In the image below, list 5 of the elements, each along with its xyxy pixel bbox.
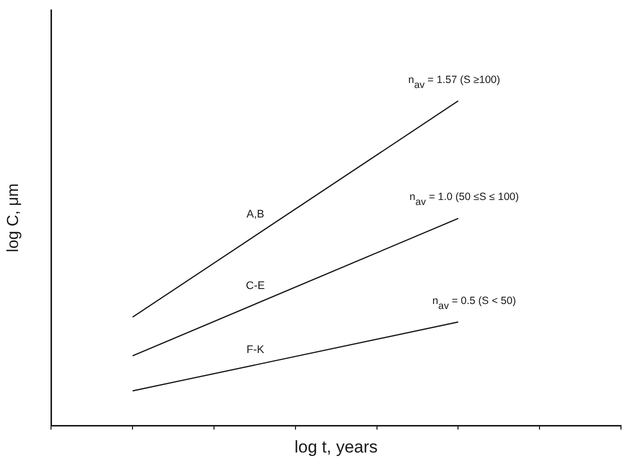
series-label: C-E [246,280,265,292]
series-label: A,B [246,208,264,220]
x-axis-title: log t, years [294,437,378,456]
series-label: F-K [246,344,265,356]
y-axis-title: log C, μm [5,183,22,252]
